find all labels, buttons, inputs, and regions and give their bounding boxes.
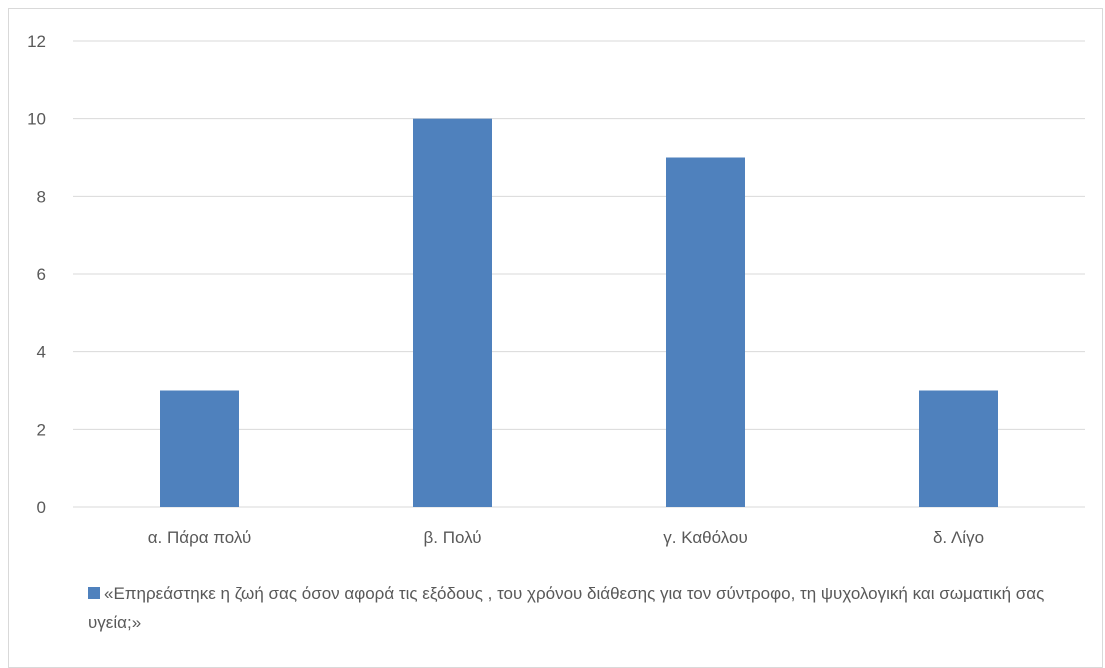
- x-tick-label-4: δ. Λίγο: [933, 528, 984, 547]
- y-tick-label-12: 12: [27, 32, 46, 51]
- gridlines: [73, 40, 1085, 508]
- bar-4: [919, 390, 998, 507]
- chart-area: [8, 8, 1103, 668]
- y-tick-label-6: 6: [37, 265, 46, 284]
- y-tick-label-10: 10: [27, 110, 46, 129]
- bars: [160, 118, 998, 508]
- legend-swatch: [88, 587, 100, 599]
- x-axis-ticks: α. Πάρα πολύ β. Πολύ γ. Καθόλου δ. Λίγο: [148, 528, 984, 547]
- x-tick-label-3: γ. Καθόλου: [663, 528, 748, 547]
- bar-2: [413, 118, 492, 508]
- y-axis-ticks: 0 2 4 6 8 10 12: [27, 32, 46, 517]
- x-tick-label-2: β. Πολύ: [423, 528, 481, 547]
- y-tick-label-8: 8: [37, 187, 46, 206]
- y-tick-label-2: 2: [37, 420, 46, 439]
- y-tick-label-0: 0: [37, 498, 46, 517]
- legend-label: «Επηρεάστηκε η ζωή σας όσον αφορά τις εξ…: [88, 584, 1045, 632]
- x-tick-label-1: α. Πάρα πολύ: [148, 528, 252, 547]
- bar-1: [160, 390, 239, 507]
- bar-3: [666, 157, 745, 507]
- bar-chart: 0 2 4 6 8 10 12 α. Πάρα πολύ β. Πολύ γ. Καθόλου δ…: [27, 32, 1085, 547]
- y-tick-label-4: 4: [37, 343, 46, 362]
- legend: «Επηρεάστηκε η ζωή σας όσον αφορά τις εξ…: [88, 579, 1078, 637]
